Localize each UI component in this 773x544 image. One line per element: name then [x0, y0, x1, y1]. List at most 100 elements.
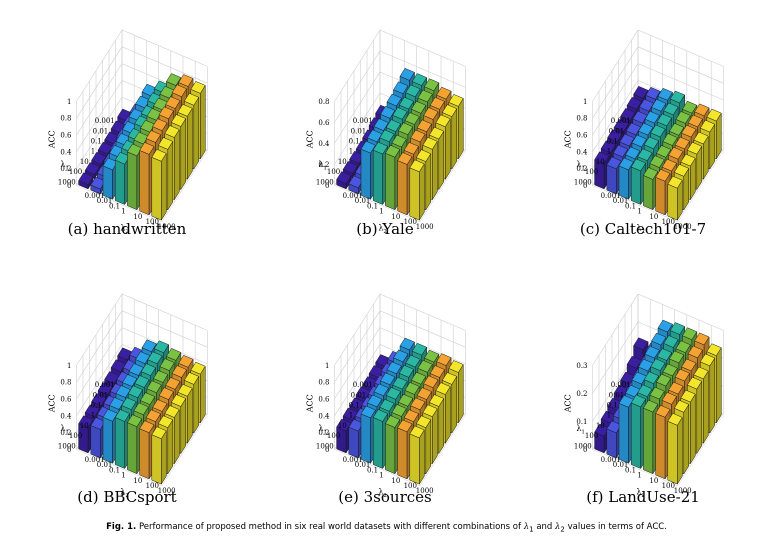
lambda1-tick-label: 1: [607, 412, 611, 420]
lambda2-tick-label: 0.01: [355, 197, 371, 205]
floor-gridline: [161, 414, 208, 486]
caption-bbcsport: (d) BBCsport: [77, 488, 177, 506]
lambda1-subscript: 1: [529, 524, 534, 534]
z-tick-label: 0.2: [60, 165, 71, 173]
bar3d-chart-caltech101-7: 00.20.40.60.81ACC0.0010.010.111010010000…: [564, 29, 724, 235]
lambda2-tick-label: 0.001: [85, 192, 105, 200]
bar: [78, 172, 94, 190]
figure-caption-and: and: [536, 522, 553, 532]
z-tick-label: 0.6: [60, 396, 72, 404]
bar: [151, 426, 167, 485]
lambda1-ticks: 0.001 0.01 0.1 110 100 1000: [574, 381, 631, 450]
bar: [372, 409, 389, 470]
lambda1-axis-label: λ1: [60, 160, 69, 172]
lambda1-tick-label: 100: [585, 432, 598, 440]
lambda2-tick-label: 100: [146, 482, 159, 490]
lambda2-symbol: λ: [555, 522, 561, 532]
z-tick-label: 0.6: [576, 132, 588, 140]
lambda1-tick-label: 0.01: [351, 127, 367, 135]
lambda1-tick-label: 0.001: [95, 117, 115, 125]
lambda1-tick-label: 10: [338, 158, 347, 166]
lambda1-tick-label: 10: [596, 422, 605, 430]
z-tick-label: 0: [325, 446, 329, 454]
z-axis-label: ACC: [564, 130, 573, 149]
bars: [594, 85, 722, 221]
lambda1-ticks: 0.001 0.01 0.1 110 100 1000: [316, 381, 373, 450]
z-tick-label: 0.2: [318, 161, 329, 169]
z-tick-label: 0.1: [576, 418, 587, 426]
lambda2-tick-label: 0.01: [355, 461, 371, 469]
chart-panel-yale: 0 0.2 0.4 0.6 0.8 ACC 0.001 0.01 0.1 1 10 100 1000 0.…: [262, 8, 508, 235]
lambda1-tick-label: 0.001: [353, 117, 373, 125]
z-tick-label: 0: [325, 182, 329, 190]
z-tick-label: 0.8: [318, 379, 329, 387]
z-tick-label: 0.8: [318, 98, 329, 106]
z-ticks: 0 0.2 0.4 0.6 0.8 1: [576, 98, 588, 190]
z-axis-label: ACC: [564, 394, 573, 413]
lambda2-tick-label: 100: [404, 218, 417, 226]
lambda1-ticks: 0.001 0.01 0.1 110 100 1000: [316, 117, 373, 186]
floor-gridline: [592, 185, 678, 223]
bar: [409, 159, 425, 221]
lambda2-tick-label: 1000: [674, 487, 692, 495]
lambda1-axis-label: λ1: [576, 160, 585, 172]
z-tick-label: 1: [67, 362, 71, 370]
lambda1-ticks: 0.001 0.01 0.1 110 100 1000: [58, 381, 115, 450]
lambda2-axis-label: λ2: [636, 224, 645, 236]
lambda1-tick-label: 100: [69, 168, 82, 176]
lambda1-tick-label: 10: [338, 422, 347, 430]
lambda1-tick-label: 100: [327, 432, 340, 440]
lambda1-axis-label: λ1: [60, 424, 69, 436]
lambda1-tick-label: 0.1: [607, 138, 618, 146]
z-axis-label: ACC: [48, 130, 57, 149]
lambda1-tick-label: 1000: [574, 442, 592, 450]
bar: [114, 151, 131, 206]
lambda1-tick-label: 1000: [316, 442, 334, 450]
lambda1-tick-label: 0.1: [349, 138, 360, 146]
z-tick-label: 1: [325, 362, 329, 370]
lambda1-tick-label: 0.001: [353, 381, 373, 389]
lambda2-tick-label: 0.1: [625, 202, 636, 210]
lambda2-tick-label: 0.001: [343, 456, 363, 464]
lambda1-tick-label: 100: [585, 168, 598, 176]
lambda2-tick-label: 1000: [416, 223, 434, 231]
bar: [385, 144, 401, 211]
lambda1-tick-label: 100: [327, 168, 340, 176]
bar3d-chart-landuse-21: 00.10.20.3ACC0.0010.010.111010010000.001…: [564, 293, 724, 499]
lambda2-tick-label: 1000: [158, 487, 176, 495]
lambda1-tick-label: 0.1: [607, 402, 618, 410]
z-tick-label: 0.4: [60, 412, 72, 420]
lambda2-tick-label: 10: [649, 477, 658, 485]
lambda2-tick-label: 0.1: [625, 466, 636, 474]
lambda2-tick-label: 1000: [674, 223, 692, 231]
lambda2-tick-label: 0.1: [367, 466, 378, 474]
bar: [667, 412, 683, 485]
lambda2-axis-label: λ2: [378, 488, 387, 500]
lambda2-tick-label: 100: [662, 218, 675, 226]
caption-handwritten: (a) handwritten: [67, 220, 187, 238]
z-tick-label: 0.4: [318, 140, 330, 148]
lambda1-symbol: λ: [523, 522, 530, 532]
floor-gridline: [677, 150, 724, 222]
lambda1-ticks: 0.001 0.01 0.1 110 100 1000: [58, 117, 115, 186]
lambda1-tick-label: 0.01: [93, 391, 109, 399]
bar: [667, 175, 683, 221]
lambda2-tick-label: 0.001: [601, 456, 621, 464]
bar: [151, 148, 167, 221]
lambda2-tick-label: 100: [146, 218, 159, 226]
floor-gridline: [419, 414, 466, 486]
z-ticks: 0 0.2 0.4 0.6 0.8 1: [60, 98, 72, 190]
lambda1-axis-label: λ1: [318, 424, 327, 436]
bar3d-chart-yale: 00.20.40.60.8ACC0.0010.010.111010010000.…: [306, 29, 466, 235]
lambda1-tick-label: 1000: [58, 178, 76, 186]
lambda2-tick-label: 1: [379, 208, 383, 216]
z-tick-label: 0.4: [318, 412, 330, 420]
lambda1-tick-label: 100: [69, 432, 82, 440]
z-tick-label: 0: [67, 446, 71, 454]
lambda1-tick-label: 1: [607, 148, 611, 156]
lambda2-tick-label: 10: [649, 213, 658, 221]
floor-gridline: [592, 449, 678, 487]
